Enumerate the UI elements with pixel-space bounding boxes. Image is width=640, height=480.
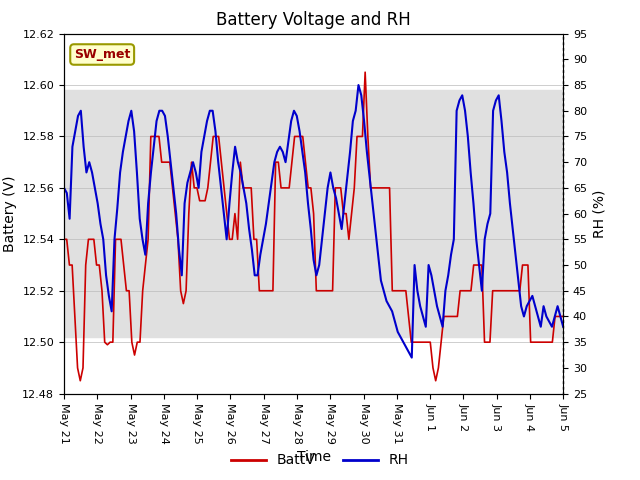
RH [102,273,110,278]
RH [355,82,362,88]
BattV [76,378,84,384]
BattV [559,313,567,319]
RH [408,355,415,360]
Title: Battery Voltage and RH: Battery Voltage and RH [216,11,411,29]
Line: RH: RH [64,85,563,358]
Bar [64,90,563,337]
X-axis label: Time: Time [296,450,331,464]
Text: SW_met: SW_met [74,48,131,61]
BattV [60,237,68,242]
BattV [141,262,149,268]
RH [559,324,567,330]
BattV [169,185,177,191]
RH [150,144,157,150]
Y-axis label: Battery (V): Battery (V) [3,175,17,252]
BattV [478,262,486,268]
BattV [362,69,369,75]
RH [439,324,447,330]
BattV [404,313,412,319]
RH [279,149,287,155]
Line: BattV: BattV [64,72,563,381]
RH [108,309,115,314]
BattV [272,159,280,165]
BattV [172,211,179,216]
Y-axis label: RH (%): RH (%) [593,190,607,238]
Legend: BattV, RH: BattV, RH [225,448,415,473]
RH [60,185,68,191]
RH [203,118,211,124]
